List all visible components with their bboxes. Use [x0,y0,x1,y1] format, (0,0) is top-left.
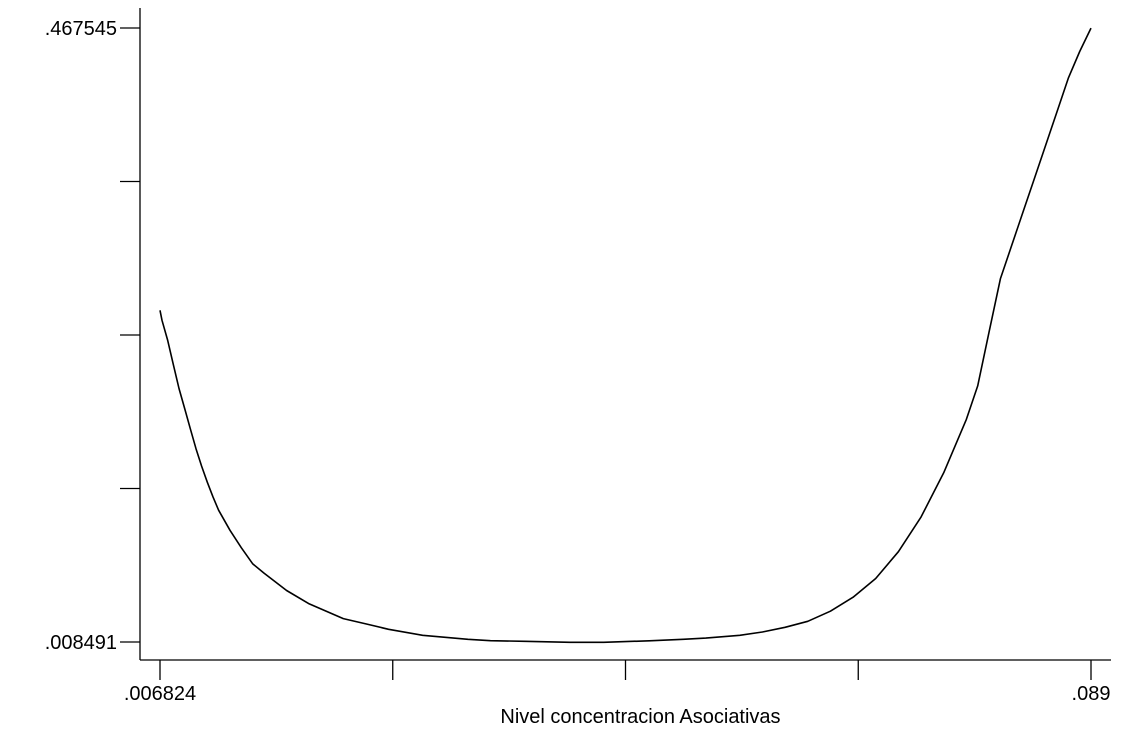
x-tick-label: .089 [1072,683,1111,705]
x-axis-title: Nivel concentracion Asociativas [500,706,780,728]
y-tick-label: .008491 [45,632,117,654]
series-line [159,27,1092,644]
y-tick-label: .467545 [45,18,117,40]
axes [139,8,1111,661]
x-tick-label: .006824 [124,683,196,705]
x-ticks: .006824 .089 [124,660,1111,705]
y-ticks: .008491 .467545 [45,18,140,654]
